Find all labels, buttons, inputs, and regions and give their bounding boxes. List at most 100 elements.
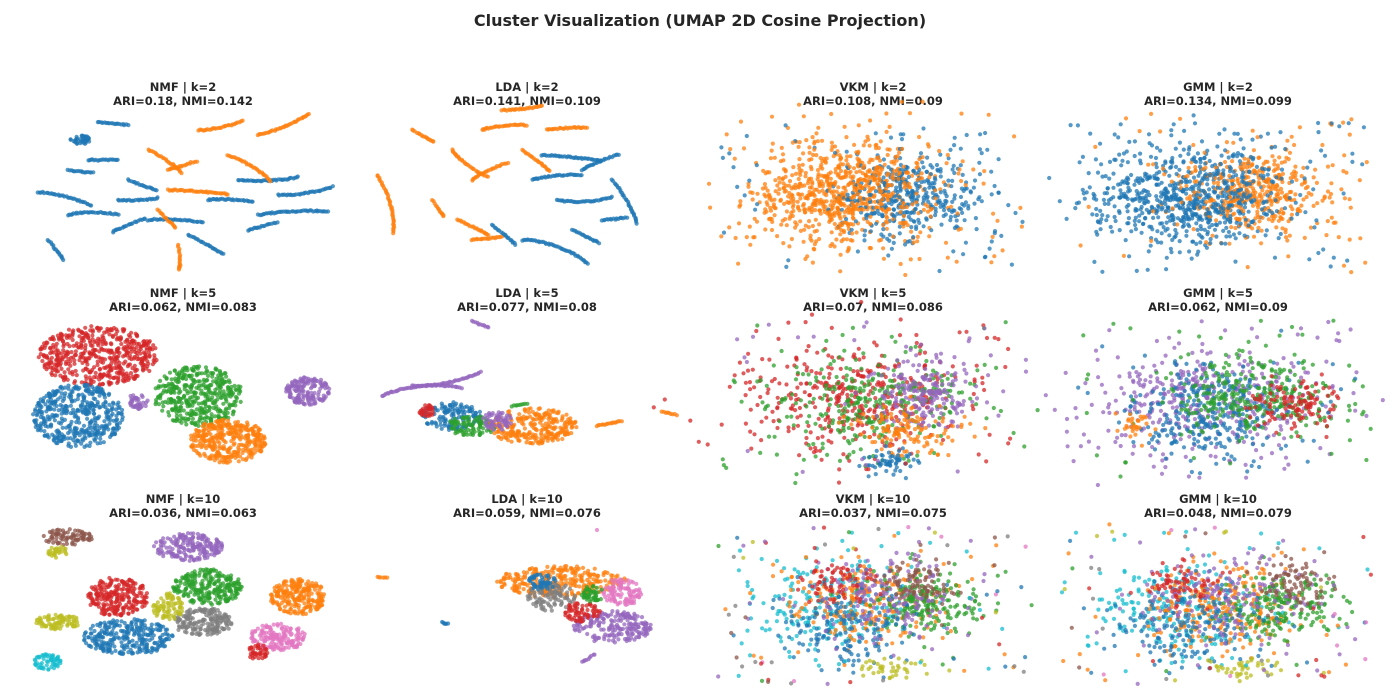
scatter-point: [1203, 161, 1208, 166]
scatter-point: [995, 218, 1000, 223]
scatter-point: [102, 330, 107, 335]
scatter-point: [1173, 227, 1178, 233]
scatter-point: [797, 157, 802, 162]
scatter-point: [1329, 215, 1334, 220]
scatter-point: [69, 389, 74, 394]
scatter-point: [835, 173, 840, 178]
scatter-point: [1138, 151, 1143, 156]
scatter-point: [815, 139, 820, 144]
scatter-point: [1322, 194, 1327, 199]
scatter-point: [1198, 214, 1203, 219]
scatter-point: [1118, 188, 1123, 193]
scatter-point: [803, 210, 808, 215]
scatter-point: [1251, 148, 1256, 153]
scatter-point: [1193, 183, 1198, 188]
scatter-point: [111, 375, 117, 381]
scatter-point: [547, 168, 552, 173]
scatter-point: [844, 149, 849, 154]
scatter-point: [1314, 180, 1319, 185]
scatter-point: [203, 365, 209, 370]
scatter-point: [1166, 215, 1171, 220]
scatter-point: [87, 443, 92, 449]
scatter-point: [1288, 176, 1293, 181]
scatter-point: [1218, 176, 1223, 181]
scatter-point: [818, 197, 823, 202]
scatter-point: [106, 370, 111, 375]
scatter-point: [925, 155, 930, 160]
scatter-point: [791, 202, 796, 207]
scatter-point: [58, 385, 63, 390]
scatter-point: [179, 416, 184, 421]
scatter-point: [67, 424, 72, 429]
scatter-point: [1272, 158, 1277, 163]
scatter-point: [849, 195, 854, 200]
scatter-point: [33, 407, 38, 412]
scatter-point: [1222, 215, 1227, 220]
scatter-point: [894, 198, 899, 203]
scatter-point: [1143, 174, 1148, 179]
scatter-point: [891, 213, 896, 219]
scatter-point: [901, 213, 907, 219]
scatter-point: [142, 363, 147, 368]
scatter-point: [1184, 233, 1189, 238]
scatter-point: [937, 268, 942, 274]
scatter-point: [1293, 200, 1298, 205]
scatter-point: [106, 414, 111, 419]
scatter-point: [1341, 191, 1346, 196]
scatter-point: [72, 398, 77, 403]
scatter-point: [831, 154, 836, 159]
scatter-point: [808, 236, 813, 241]
scatter-point: [506, 160, 511, 166]
scatter-point: [874, 165, 880, 170]
scatter-point: [108, 375, 113, 380]
scatter-point: [1190, 184, 1195, 190]
scatter-point: [1185, 207, 1190, 212]
scatter-point: [75, 431, 80, 436]
scatter-point: [231, 409, 236, 414]
scatter-point: [46, 407, 51, 412]
scatter-point: [945, 152, 950, 158]
scatter-point: [1207, 173, 1212, 178]
scatter-point: [1140, 221, 1146, 227]
scatter-point: [42, 363, 47, 368]
scatter-point: [1204, 245, 1209, 250]
scatter-point: [1272, 255, 1278, 260]
scatter-point: [838, 157, 843, 162]
scatter-point: [153, 346, 158, 351]
scatter-point: [921, 165, 926, 170]
scatter-point: [117, 360, 122, 366]
scatter-point: [1158, 129, 1163, 134]
scatter-point: [786, 258, 791, 263]
scatter-point: [1208, 241, 1213, 246]
scatter-point: [1199, 199, 1204, 204]
scatter-point: [97, 367, 102, 372]
scatter-point: [928, 207, 933, 212]
scatter-point: [845, 154, 850, 159]
scatter-point: [881, 234, 886, 239]
scatter-point: [844, 237, 849, 242]
scatter-point: [781, 181, 786, 186]
scatter-point: [815, 168, 821, 173]
scatter-point: [1163, 202, 1168, 207]
scatter-point: [941, 204, 946, 210]
scatter-point: [772, 197, 777, 202]
scatter-point: [1123, 238, 1128, 243]
scatter-point: [1133, 208, 1138, 213]
scatter-point: [202, 407, 207, 412]
scatter-point: [1177, 206, 1183, 211]
scatter-point: [747, 224, 752, 229]
scatter-point: [1198, 193, 1203, 198]
scatter-point: [1102, 201, 1107, 206]
scatter-point: [896, 176, 901, 182]
scatter-point: [905, 239, 910, 244]
scatter-point: [1198, 205, 1203, 210]
scatter-point: [147, 368, 152, 374]
scatter-point: [748, 242, 753, 247]
scatter-point: [1255, 135, 1260, 140]
scatter-point: [1126, 216, 1131, 221]
scatter-point: [860, 171, 865, 176]
scatter-point: [82, 398, 87, 403]
scatter-point: [746, 181, 751, 186]
scatter-point: [486, 233, 491, 238]
scatter-point: [906, 174, 911, 180]
